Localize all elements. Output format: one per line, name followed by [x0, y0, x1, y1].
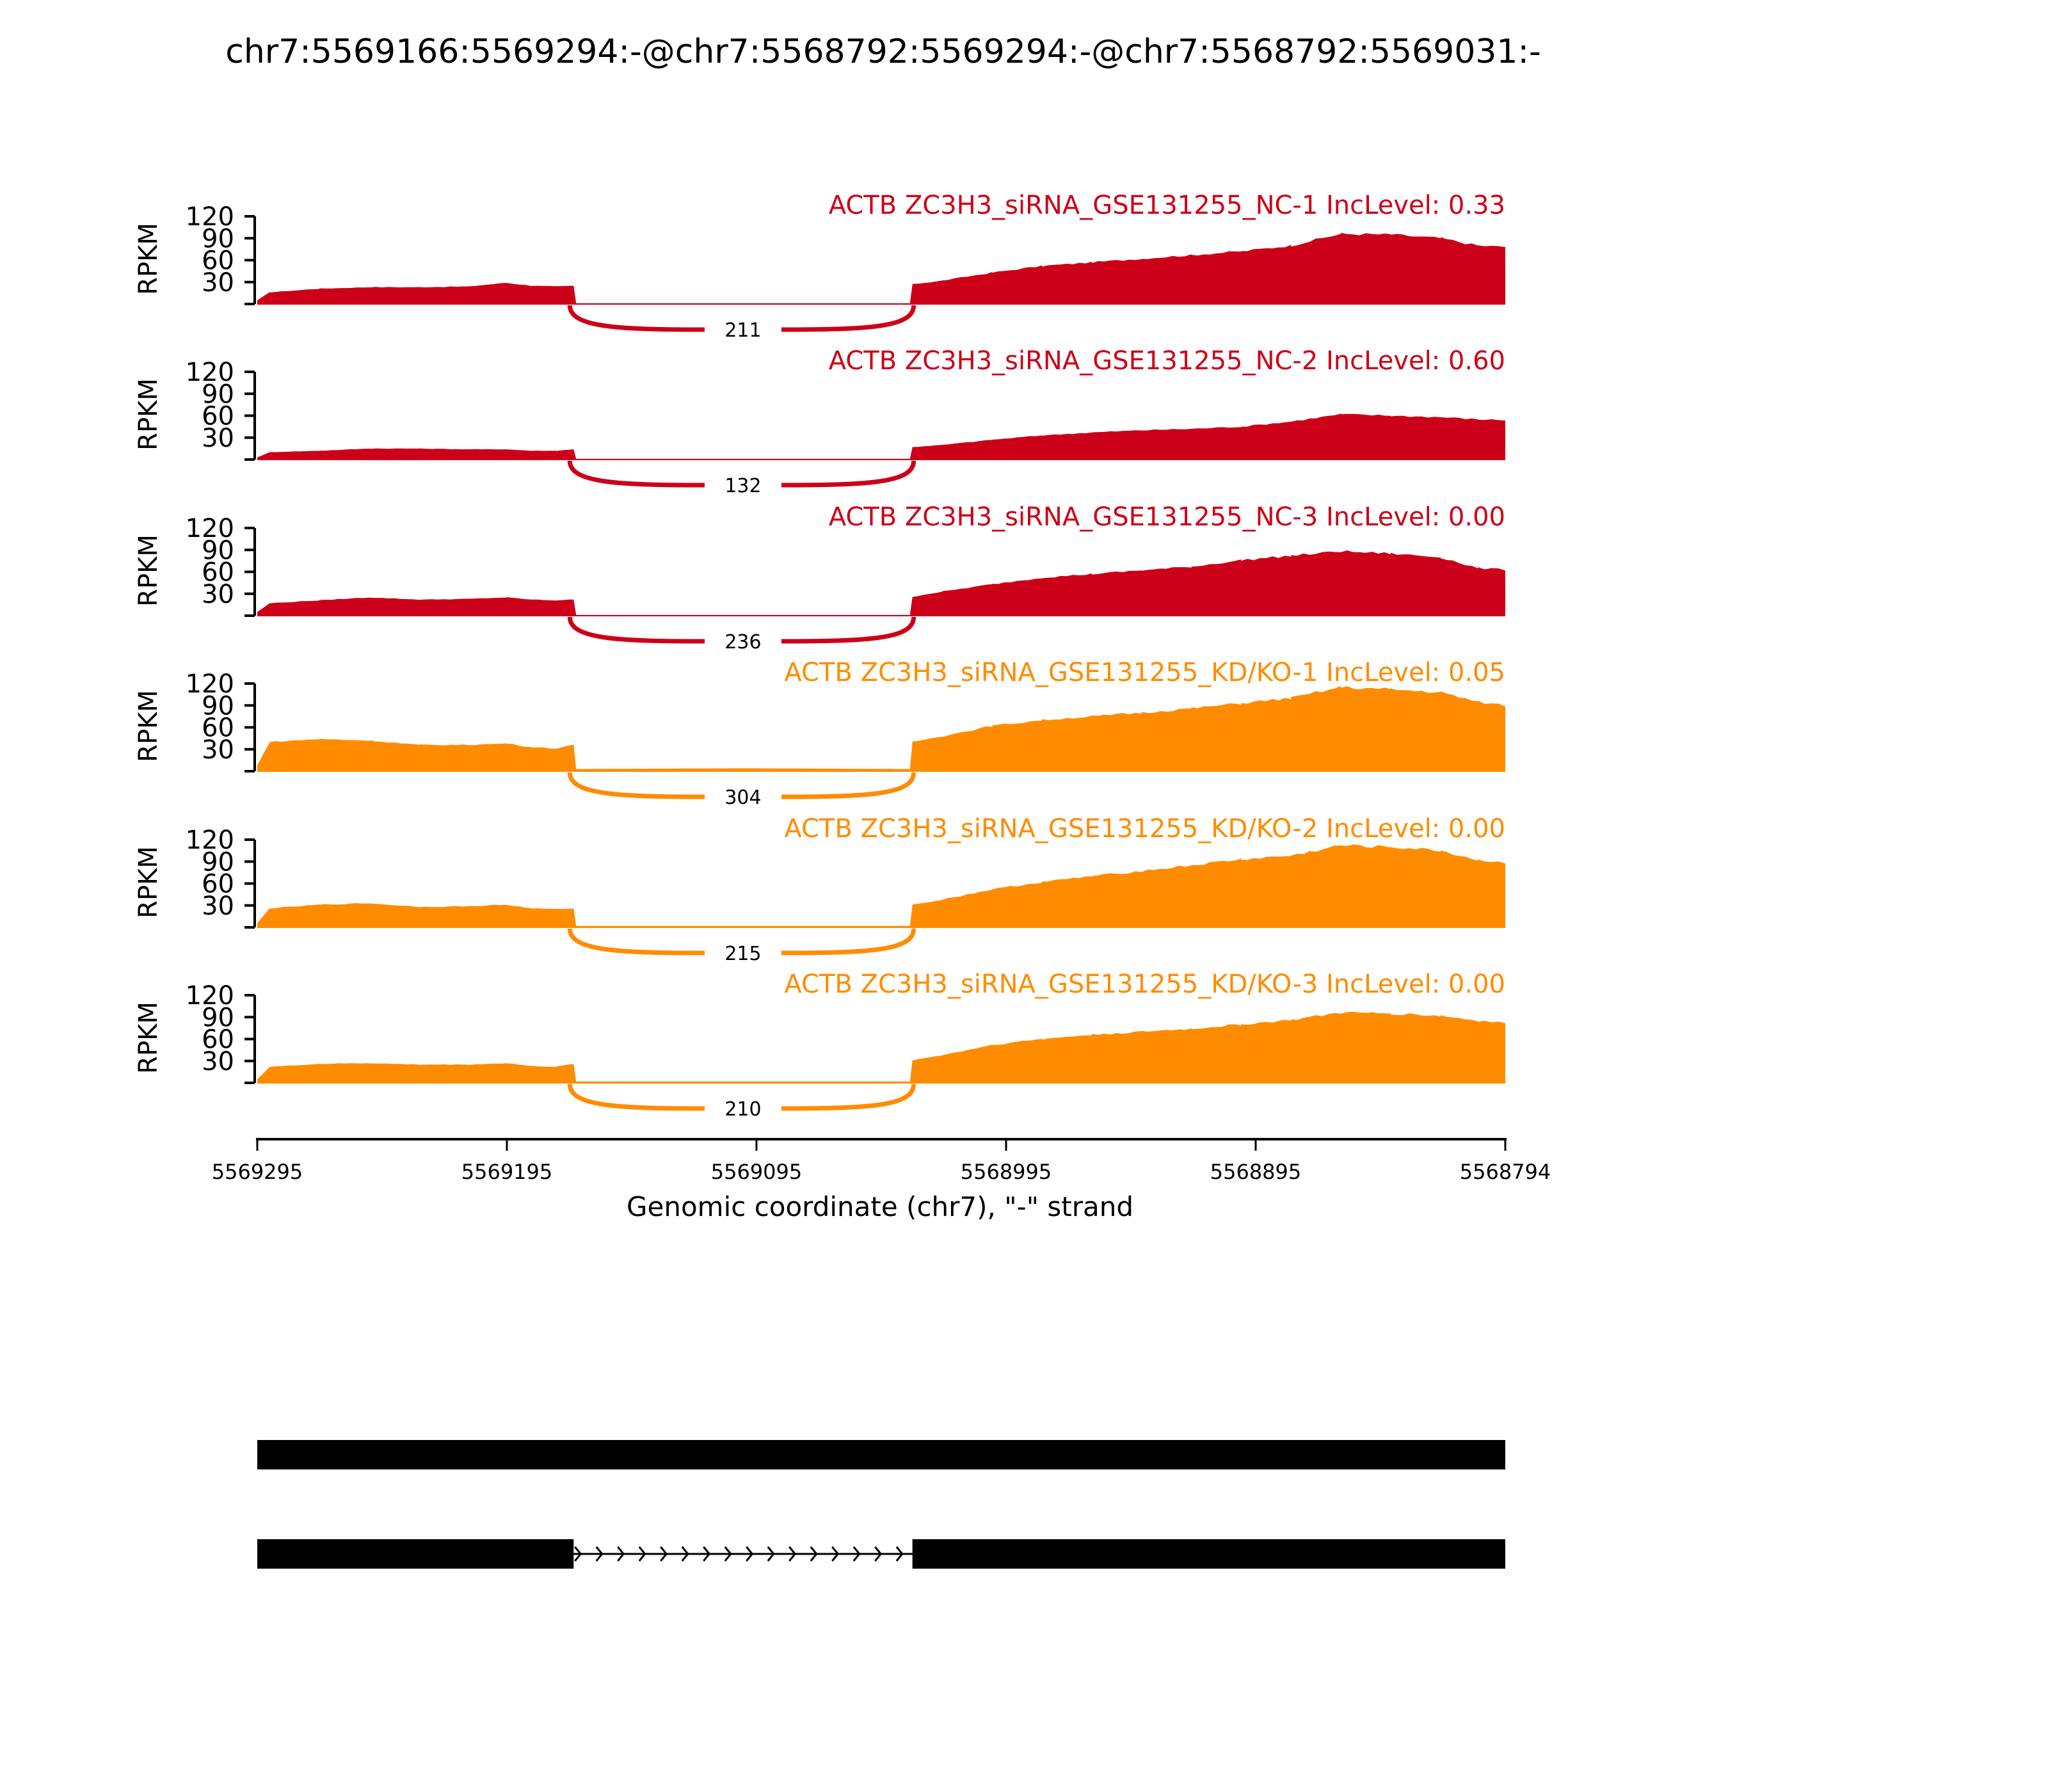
y-axis-label: RPKM — [134, 378, 163, 451]
strand-arrow-icon — [660, 1546, 668, 1562]
y-tick-label: 60 — [202, 714, 234, 743]
y-axis-label: RPKM — [134, 846, 163, 918]
isoform-2 — [257, 1539, 1505, 1569]
y-axis-label: RPKM — [134, 223, 163, 295]
strand-arrow-icon — [703, 1546, 711, 1562]
x-tick-label: 5568895 — [1210, 1160, 1302, 1184]
strand-arrow-icon — [895, 1546, 904, 1562]
isoform-1 — [257, 1440, 1505, 1469]
strand-arrow-icon — [574, 1546, 582, 1562]
junction-count-label: 132 — [724, 475, 761, 497]
y-tick-label: 120 — [186, 358, 234, 387]
y-tick-label: 90 — [202, 224, 234, 253]
junction-arc — [567, 305, 916, 332]
y-tick-label: 90 — [202, 691, 234, 721]
y-tick-label: 90 — [202, 1003, 234, 1032]
strand-arrow-icon — [638, 1546, 646, 1562]
y-tick-label: 60 — [202, 1025, 234, 1055]
coverage-area — [257, 550, 1505, 616]
x-axis: 5569295 5569195 5569095 5568995 5568895 55687… — [212, 1138, 1551, 1184]
coverage-area — [257, 413, 1505, 460]
junction-arc — [567, 928, 916, 956]
strand-arrow-icon — [724, 1546, 732, 1562]
y-tick-label: 30 — [202, 1047, 234, 1076]
y-tick-label: 60 — [202, 246, 234, 276]
junction-arc — [567, 1084, 916, 1111]
junction-arc — [567, 460, 916, 488]
strand-arrow-icon — [767, 1546, 775, 1562]
strand-arrow-icon — [810, 1546, 818, 1562]
y-tick-label: 60 — [202, 870, 234, 899]
exon-block — [257, 1440, 1505, 1469]
junction-arc — [567, 772, 916, 799]
sample-label: ACTB ZC3H3_siRNA_GSE131255_NC-3 IncLevel… — [829, 502, 1505, 532]
exon-block — [257, 1539, 574, 1569]
x-tick-label: 5568794 — [1460, 1160, 1551, 1184]
x-tick-label: 5569095 — [711, 1160, 803, 1184]
sample-label: ACTB ZC3H3_siRNA_GSE131255_KD/KO-1 IncLe… — [784, 658, 1505, 687]
y-tick-label: 90 — [202, 380, 234, 409]
junction-count-label: 215 — [724, 943, 761, 965]
y-tick-label: 90 — [202, 847, 234, 877]
strand-arrow-icon — [681, 1546, 689, 1562]
y-axis-label: RPKM — [134, 534, 163, 607]
y-tick-label: 60 — [202, 558, 234, 588]
y-tick-label: 120 — [186, 514, 234, 543]
x-tick-label: 5569295 — [212, 1160, 303, 1184]
y-axis-label: RPKM — [134, 690, 163, 762]
junction-arc — [567, 616, 916, 644]
y-tick-label: 30 — [202, 424, 234, 453]
junction-count-label: 236 — [724, 631, 761, 653]
y-tick-label: 120 — [186, 826, 234, 855]
junction-count-label: 210 — [724, 1098, 761, 1121]
sample-label: ACTB ZC3H3_siRNA_GSE131255_NC-2 IncLevel… — [829, 346, 1505, 376]
coverage-area — [257, 844, 1505, 927]
y-tick-label: 60 — [202, 402, 234, 431]
strand-arrow-icon — [617, 1546, 625, 1562]
strand-arrow-icon — [852, 1546, 861, 1562]
sample-label: ACTB ZC3H3_siRNA_GSE131255_KD/KO-2 IncLe… — [784, 814, 1505, 844]
y-tick-label: 90 — [202, 536, 234, 565]
y-axis-label: RPKM — [134, 1002, 163, 1074]
sample-label: ACTB ZC3H3_siRNA_GSE131255_NC-1 IncLevel… — [829, 191, 1505, 220]
x-axis-label: Genomic coordinate (chr7), "-" strand — [627, 1191, 1133, 1222]
y-tick-label: 30 — [202, 580, 234, 609]
y-tick-label: 30 — [202, 268, 234, 298]
gene-structure-track — [257, 1440, 1505, 1569]
coverage-area — [257, 685, 1505, 771]
strand-arrow-icon — [874, 1546, 883, 1562]
y-tick-label: 120 — [186, 981, 234, 1011]
y-tick-label: 120 — [186, 202, 234, 232]
junction-count-label: 304 — [724, 787, 761, 809]
x-tick-label: 5569195 — [461, 1160, 553, 1184]
strand-arrow-icon — [788, 1546, 797, 1562]
junction-count-label: 211 — [724, 319, 761, 342]
x-tick-label: 5568995 — [961, 1160, 1052, 1184]
y-tick-label: 120 — [186, 669, 234, 699]
exon-block — [912, 1539, 1505, 1569]
y-tick-label: 30 — [202, 892, 234, 921]
strand-arrow-icon — [595, 1546, 604, 1562]
coverage-area — [257, 1011, 1505, 1083]
y-tick-label: 30 — [202, 735, 234, 765]
chart-title: chr7:5569166:5569294:-@chr7:5568792:5569… — [225, 33, 1541, 71]
coverage-area — [257, 232, 1505, 304]
strand-arrow-icon — [831, 1546, 840, 1562]
sample-label: ACTB ZC3H3_siRNA_GSE131255_KD/KO-3 IncLe… — [784, 970, 1505, 999]
strand-arrow-icon — [746, 1546, 754, 1562]
